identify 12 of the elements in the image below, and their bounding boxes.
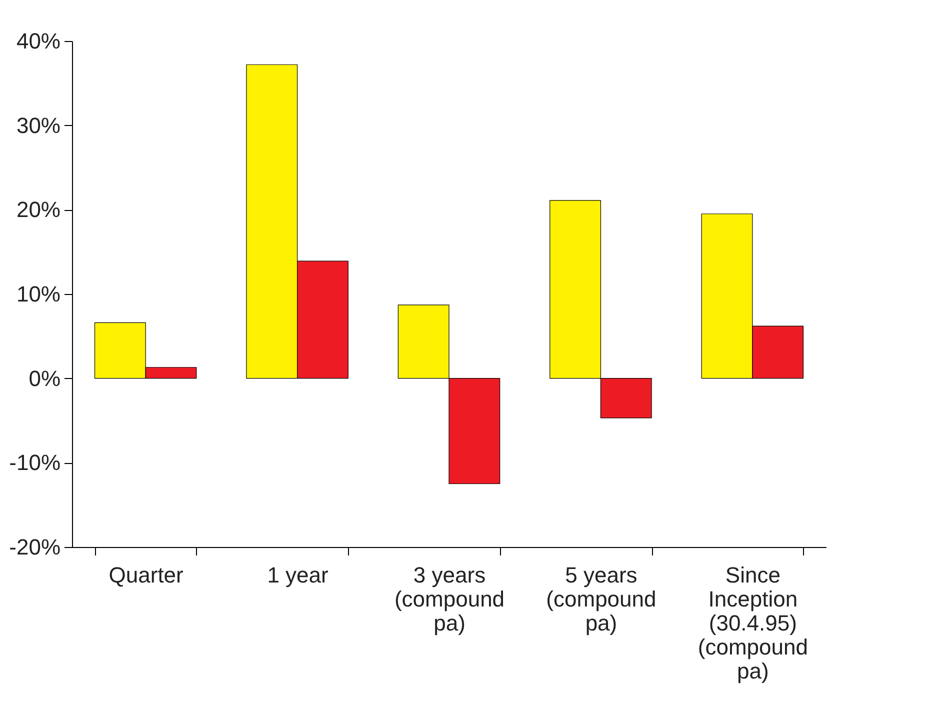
y-tick-label: 40% [16,28,60,54]
y-tick-label: 30% [16,112,60,138]
y-tick-label: 20% [16,197,60,222]
y-tick-label: 10% [16,282,60,306]
y-tick-label: -20% [9,534,60,560]
x-tick-label: 3 years (compound pa) [394,562,505,636]
x-tick-label: 1 year [267,562,328,588]
x-tick-label: Since Inception (30.4.95) (compound pa) [698,562,808,684]
y-tick-label: 0% [28,366,60,391]
x-tick-label: 5 years (compound pa) [546,562,656,636]
y-tick-label: -10% [9,450,60,476]
x-tick-label: Quarter [108,562,184,588]
